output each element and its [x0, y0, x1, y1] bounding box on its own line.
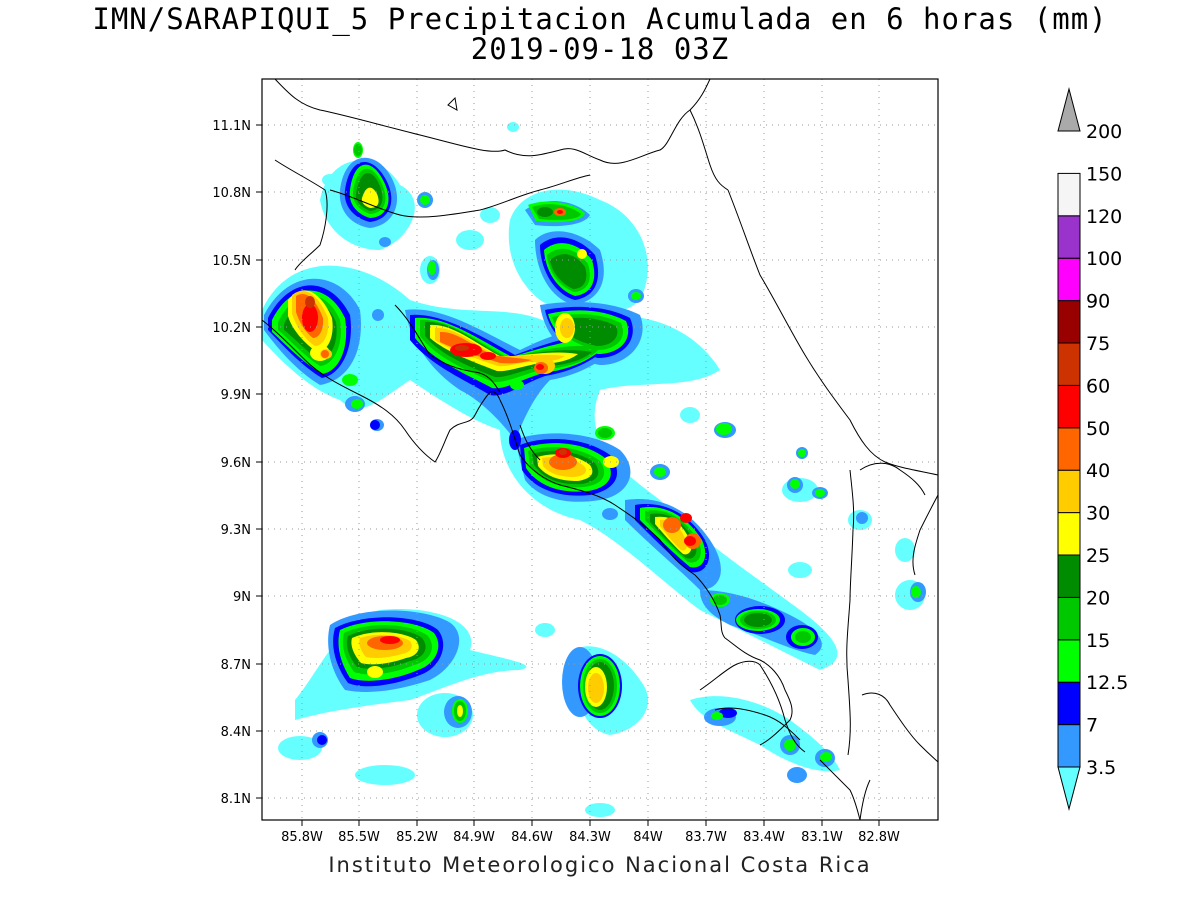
x-axis-labels: 85.8W 85.5W 85.2W 84.9W 84.6W 84.3W 84W …	[281, 830, 900, 845]
y-tick-label: 10.5N	[212, 254, 251, 269]
x-tick-label: 84W	[633, 830, 663, 845]
map-timestamp: 2019-09-18 03Z	[470, 32, 730, 66]
y-axis-labels: 11.1N 10.8N 10.5N 10.2N 9.9N 9.6N 9.3N 9…	[212, 119, 251, 807]
colorbar-swatch	[1057, 87, 1081, 132]
colorbar-label: 120	[1086, 206, 1122, 228]
colorbar-label: 75	[1086, 333, 1110, 355]
x-tick-label: 83.7W	[685, 830, 727, 845]
y-tick-label: 9N	[233, 590, 251, 605]
colorbar-swatch	[1057, 596, 1081, 641]
colorbar-swatch	[1057, 639, 1081, 683]
colorbar-swatch	[1057, 384, 1081, 429]
colorbar-swatch	[1057, 469, 1081, 514]
x-tick-label: 85.8W	[281, 830, 323, 845]
x-tick-label: 83.1W	[801, 830, 843, 845]
y-tick-label: 10.8N	[212, 186, 251, 201]
colorbar-label: 150	[1086, 163, 1122, 185]
plot-frame	[261, 78, 939, 821]
colorbar-label: 30	[1086, 503, 1110, 525]
colorbar-swatch	[1057, 766, 1081, 811]
colorbar-label: 12.5	[1086, 672, 1128, 694]
precip-layer-75	[305, 296, 567, 455]
colorbar-swatch	[1057, 554, 1081, 598]
colorbar-swatch	[1057, 257, 1081, 302]
colorbar-swatch	[1057, 681, 1081, 726]
colorbar-label: 15	[1086, 630, 1110, 652]
y-tick-label: 8.1N	[221, 792, 251, 807]
colorbar-label: 60	[1086, 375, 1110, 397]
colorbar-legend: 3.5 7 12.5 15 20 25 30 40 50 60 75 90 100 120 150 200	[1057, 87, 1128, 811]
x-tick-label: 85.5W	[338, 830, 380, 845]
colorbar-label: 90	[1086, 291, 1110, 313]
tick-marks	[256, 124, 880, 826]
colorbar-swatch	[1057, 172, 1081, 217]
precip-field	[262, 122, 926, 817]
colorbar-label: 7	[1086, 715, 1098, 737]
y-tick-label: 9.9N	[221, 388, 251, 403]
map-title: IMN/SARAPIQUI_5 Precipitacion Acumulada …	[92, 2, 1108, 36]
colorbar-label: 25	[1086, 545, 1110, 567]
y-tick-label: 8.4N	[221, 725, 251, 740]
coastlines	[262, 79, 938, 820]
y-tick-label: 9.3N	[221, 523, 251, 538]
y-tick-label: 9.6N	[221, 456, 251, 471]
colorbar-label: 40	[1086, 460, 1110, 482]
footer-credit: Instituto Meteorologico Nacional Costa R…	[328, 853, 872, 877]
colorbar-label: 100	[1086, 248, 1122, 270]
colorbar-swatch	[1057, 300, 1081, 344]
x-tick-label: 85.2W	[396, 830, 438, 845]
x-tick-label: 84.3W	[569, 830, 611, 845]
x-tick-label: 84.9W	[453, 830, 495, 845]
y-tick-label: 10.2N	[212, 321, 251, 336]
colorbar-swatch	[1057, 215, 1081, 259]
colorbar-swatch	[1057, 724, 1081, 768]
x-tick-label: 84.6W	[511, 830, 553, 845]
colorbar-label: 50	[1086, 418, 1110, 440]
colorbar-label: 20	[1086, 587, 1110, 609]
colorbar-swatch	[1057, 512, 1081, 556]
x-tick-label: 83.4W	[743, 830, 785, 845]
y-tick-label: 11.1N	[212, 119, 251, 134]
y-tick-label: 8.7N	[221, 658, 251, 673]
colorbar-label: 3.5	[1086, 757, 1116, 779]
colorbar-swatch	[1057, 342, 1081, 386]
colorbar-label: 200	[1086, 121, 1122, 143]
x-tick-label: 82.8W	[858, 830, 900, 845]
colorbar-swatch	[1057, 427, 1081, 471]
